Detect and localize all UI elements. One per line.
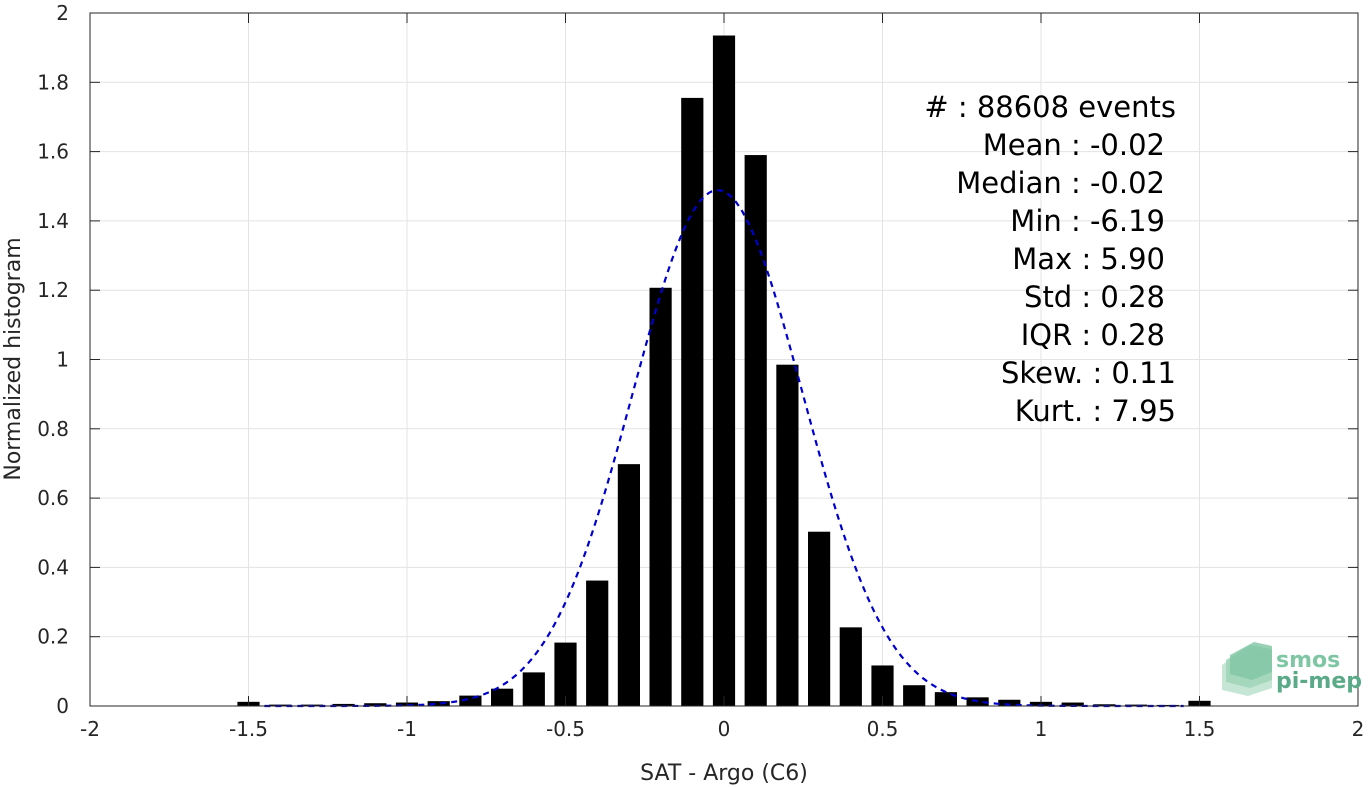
y-tick-label: 1.2 [37,278,69,302]
x-tick-label: 1 [1035,717,1048,741]
histogram-bar [776,364,799,706]
histogram-bar [427,701,450,706]
stat-min: Min : -6.19 [1010,204,1165,238]
histogram-bar [649,287,672,706]
histogram-bar [522,672,545,706]
bars [237,35,1211,706]
histogram-bar [808,531,831,706]
y-tick-label: 1.4 [37,209,69,233]
histogram-bar [998,699,1021,706]
y-tick-label: 1.6 [37,140,69,164]
stat-max: Max : 5.90 [1012,242,1165,276]
logo-layers-icon [1222,642,1272,696]
y-tick-label: 0 [56,694,69,718]
histogram-bar [364,703,387,706]
x-tick-label: 0 [718,717,731,741]
histogram-bar [1156,704,1179,706]
logo-text-pi-mep: pi-mep [1276,669,1362,694]
x-axis-label: SAT - Argo (C6) [640,761,808,786]
y-tick-label: 0.6 [37,486,69,510]
histogram-bar [903,685,926,706]
stat-std: Std : 0.28 [1024,280,1165,314]
x-tick-label: -1.5 [229,717,268,741]
gaussian-fit-curve [264,189,1184,708]
logo-text-smos: smos [1276,648,1340,673]
x-ticks: -2 -1.5 -1 -0.5 0 0.5 1 1.5 2 [80,13,1364,741]
smos-pi-mep-logo: smos pi-mep [1222,642,1362,696]
histogram-bar [712,35,736,706]
histogram-bar [1125,704,1148,706]
stat-mean: Mean : -0.02 [983,128,1165,162]
histogram-bar [681,97,704,706]
histogram-bar [491,688,514,706]
x-tick-label: -2 [80,717,100,741]
x-tick-label: 0.5 [867,717,899,741]
x-tick-label: 1.5 [1184,717,1216,741]
stat-iqr: IQR : 0.28 [1021,318,1165,352]
stats-box: # : 88608 events Mean : -0.02 Median : -… [924,90,1176,428]
histogram-bar [839,627,862,706]
histogram-bar [617,464,640,706]
histogram-bar [586,580,609,706]
histogram-bar [459,695,482,706]
histogram-bar [554,642,577,706]
y-tick-label: 0.8 [37,417,69,441]
x-tick-label: -0.5 [546,717,585,741]
histogram-bar [744,155,767,706]
histogram-bar [1061,702,1084,706]
y-axis-label: Normalized histogram [1,237,26,480]
x-tick-label: 2 [1352,717,1365,741]
y-tick-label: 1.8 [37,70,69,94]
y-tick-label: 0.2 [37,625,69,649]
y-tick-label: 1 [56,348,69,372]
stat-skew: Skew. : 0.11 [1001,356,1176,390]
stat-median: Median : -0.02 [956,166,1165,200]
histogram-bar [871,665,894,706]
stat-kurt: Kurt. : 7.95 [1015,394,1176,428]
y-tick-label: 2 [56,1,69,25]
y-ticks: 0 0.2 0.4 0.6 0.8 1 1.2 1.4 1.6 1.8 2 [37,1,1358,718]
stat-count: # : 88608 events [924,90,1176,124]
x-tick-label: -1 [397,717,417,741]
y-tick-label: 0.4 [37,555,69,579]
histogram-bar [934,692,957,706]
